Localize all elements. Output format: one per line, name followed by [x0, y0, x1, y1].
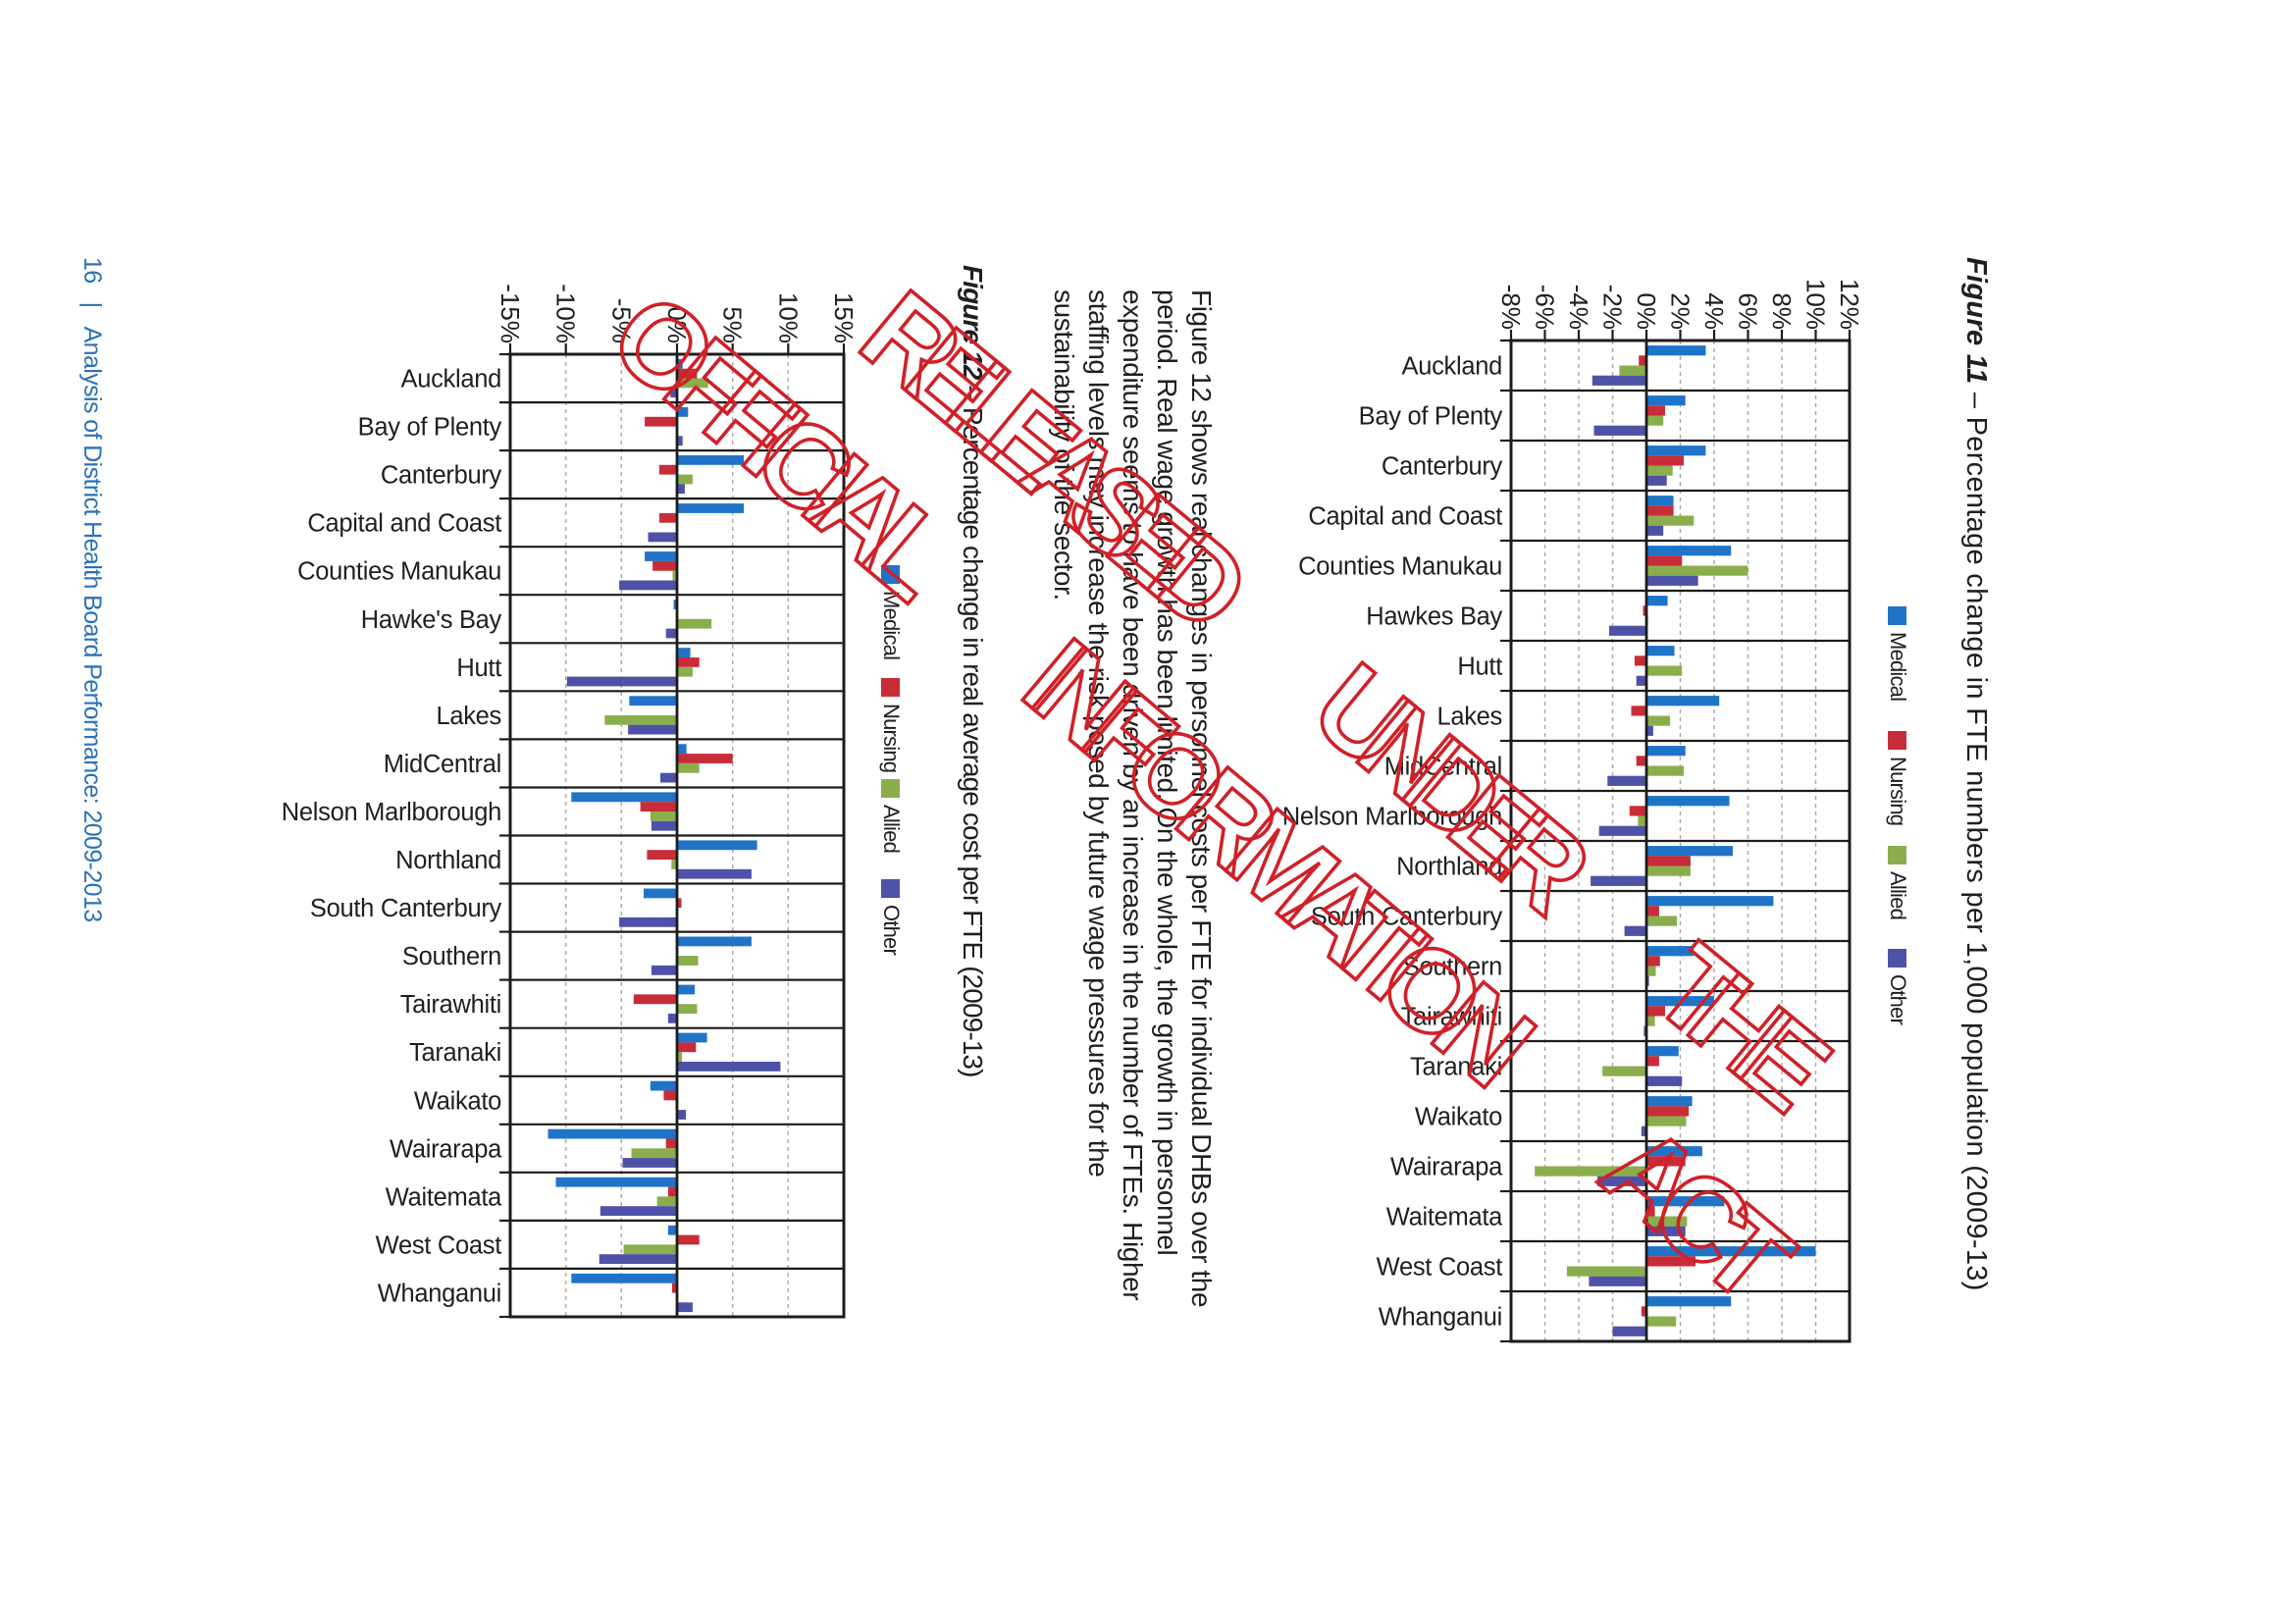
svg-text:MidCentral: MidCentral — [384, 751, 501, 778]
svg-text:Canterbury: Canterbury — [1382, 453, 1503, 481]
svg-text:Wairarapa: Wairarapa — [390, 1135, 502, 1163]
svg-text:expenditure seems to have been: expenditure seems to have been driven by… — [1118, 289, 1148, 1300]
svg-text:MidCentral: MidCentral — [1384, 754, 1502, 781]
svg-text:Medical: Medical — [879, 591, 904, 659]
svg-text:OFFICIAL INFORMATION ACT: OFFICIAL INFORMATION ACT — [587, 268, 1815, 1329]
svg-text:Bay of Plenty: Bay of Plenty — [1359, 403, 1503, 431]
svg-text:Auckland: Auckland — [1401, 353, 1502, 381]
svg-text:Waikato: Waikato — [414, 1087, 501, 1115]
svg-text:Wairarapa: Wairarapa — [1390, 1154, 1503, 1181]
svg-text:Nelson Marlborough: Nelson Marlborough — [1282, 804, 1502, 831]
svg-text:Taranaki: Taranaki — [1410, 1054, 1502, 1081]
svg-text:Tairawhiti: Tairawhiti — [1401, 1004, 1502, 1031]
svg-text:Counties Manukau: Counties Manukau — [1298, 553, 1502, 581]
svg-text:4%: 4% — [1699, 292, 1729, 330]
svg-text:Auckland: Auckland — [400, 366, 501, 393]
svg-text:Tairawhiti: Tairawhiti — [400, 991, 501, 1019]
svg-text:16 | Analysis of District: 16 | Analysis of District Health Board P… — [78, 257, 106, 922]
svg-text:Canterbury: Canterbury — [381, 462, 502, 490]
svg-text:West Coast: West Coast — [1377, 1254, 1503, 1282]
svg-text:-10%: -10% — [551, 284, 581, 343]
svg-text:Figure 12 – Percentage change: Figure 12 – Percentage change in real av… — [958, 265, 988, 1077]
svg-text:Capital and Coast: Capital and Coast — [1308, 503, 1502, 531]
svg-text:Waikato: Waikato — [1415, 1104, 1502, 1131]
svg-text:West Coast: West Coast — [376, 1231, 502, 1259]
svg-text:Southern: Southern — [402, 943, 501, 970]
svg-text:-5%: -5% — [606, 298, 636, 343]
svg-text:Hawke's Bay: Hawke's Bay — [361, 606, 502, 634]
svg-text:Counties Manukau: Counties Manukau — [297, 558, 501, 586]
svg-text:-2%: -2% — [1598, 285, 1628, 330]
svg-text:5%: 5% — [718, 306, 748, 343]
svg-text:0%: 0% — [662, 306, 692, 343]
svg-text:Nursing: Nursing — [1886, 757, 1910, 825]
svg-text:Medical: Medical — [1886, 632, 1910, 701]
svg-text:6%: 6% — [1734, 292, 1763, 330]
svg-text:Bay of Plenty: Bay of Plenty — [358, 414, 502, 442]
svg-text:South Canterbury: South Canterbury — [310, 895, 502, 922]
svg-text:Hawkes Bay: Hawkes Bay — [1366, 603, 1502, 631]
svg-text:0%: 0% — [1632, 292, 1661, 330]
svg-text:Whanganui: Whanganui — [1379, 1304, 1502, 1332]
svg-text:Nelson Marlborough: Nelson Marlborough — [282, 799, 501, 826]
svg-text:10%: 10% — [773, 292, 803, 343]
svg-text:Nursing: Nursing — [879, 704, 904, 772]
svg-text:Taranaki: Taranaki — [409, 1039, 501, 1067]
svg-text:sustainability of the sector.: sustainability of the sector. — [1049, 289, 1079, 601]
svg-text:-8%: -8% — [1496, 285, 1526, 330]
svg-text:Capital and Coast: Capital and Coast — [307, 510, 501, 538]
svg-text:Southern: Southern — [1403, 954, 1502, 981]
svg-text:Northland: Northland — [395, 847, 501, 874]
svg-text:8%: 8% — [1767, 292, 1797, 330]
svg-text:2%: 2% — [1666, 292, 1696, 330]
svg-text:Whanganui: Whanganui — [378, 1281, 501, 1308]
svg-text:Other: Other — [879, 905, 904, 955]
svg-text:Waitemata: Waitemata — [1386, 1204, 1503, 1231]
svg-text:-4%: -4% — [1564, 285, 1593, 330]
svg-text:Hutt: Hutt — [456, 654, 501, 682]
svg-text:10%: 10% — [1801, 279, 1831, 330]
svg-text:period. Real wage growth has b: period. Real wage growth has been limite… — [1152, 289, 1182, 1255]
svg-text:Allied: Allied — [879, 805, 904, 853]
svg-text:Hutt: Hutt — [1457, 654, 1502, 681]
svg-text:Waitemata: Waitemata — [386, 1183, 502, 1211]
svg-text:Northland: Northland — [1396, 854, 1502, 881]
svg-text:Other: Other — [1886, 974, 1910, 1024]
svg-text:Figure 11 – Percentage change: Figure 11 – Percentage change in FTE num… — [1960, 257, 1992, 1291]
svg-text:Lakes: Lakes — [1436, 704, 1502, 731]
svg-text:South Canterbury: South Canterbury — [1311, 904, 1503, 931]
svg-text:15%: 15% — [829, 292, 859, 343]
svg-text:Figure 12 shows real changes i: Figure 12 shows real changes in personne… — [1186, 289, 1217, 1307]
svg-text:-15%: -15% — [496, 284, 525, 343]
svg-text:12%: 12% — [1835, 279, 1864, 330]
svg-text:-6%: -6% — [1531, 285, 1560, 330]
svg-text:Lakes: Lakes — [436, 703, 501, 730]
svg-text:Allied: Allied — [1886, 871, 1910, 919]
svg-text:staffing levels may increase t: staffing levels may increase the risk po… — [1083, 289, 1114, 1177]
